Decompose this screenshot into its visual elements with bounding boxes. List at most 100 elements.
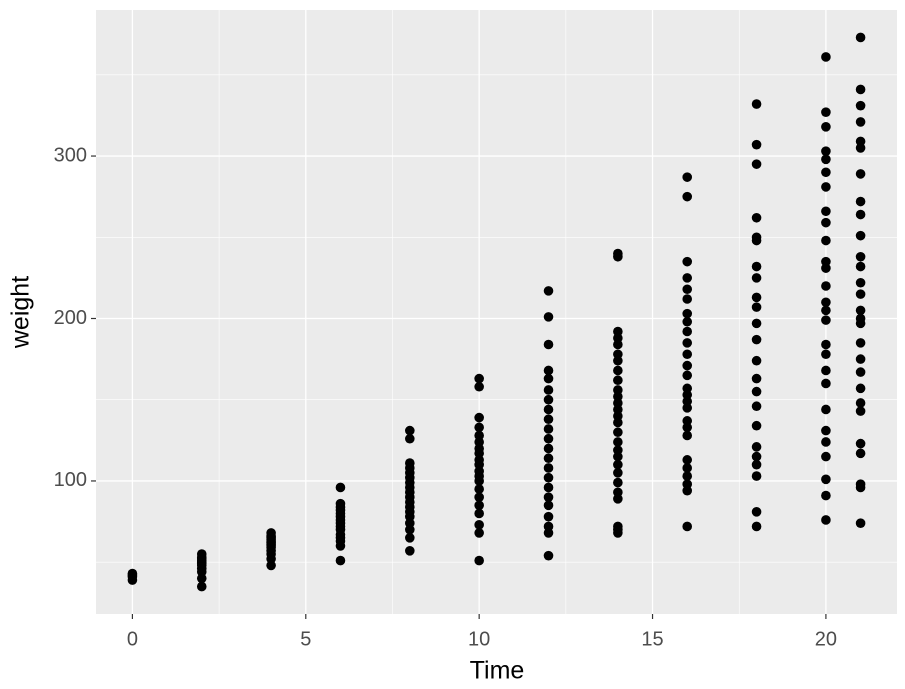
point	[821, 404, 831, 415]
point	[196, 581, 207, 592]
point	[405, 546, 415, 556]
x-tick-label: 0	[127, 628, 138, 650]
point	[543, 404, 554, 415]
point	[543, 339, 554, 350]
point	[682, 294, 693, 304]
point	[613, 385, 623, 395]
point	[751, 373, 762, 384]
point	[613, 468, 623, 478]
point	[474, 422, 484, 433]
point	[751, 442, 762, 452]
point	[682, 521, 693, 532]
point	[751, 451, 762, 462]
point	[855, 354, 866, 364]
point	[682, 326, 693, 337]
point	[682, 284, 693, 295]
point	[751, 212, 762, 223]
point	[543, 521, 554, 532]
point	[543, 500, 554, 511]
point	[821, 107, 831, 117]
point	[855, 383, 866, 394]
point	[682, 463, 693, 473]
x-tick-label: 5	[300, 628, 311, 650]
point	[855, 448, 866, 459]
point	[821, 437, 831, 447]
point	[821, 122, 831, 132]
point	[855, 196, 866, 207]
point	[682, 191, 693, 202]
point	[613, 487, 623, 498]
point	[682, 308, 693, 319]
point	[543, 414, 554, 425]
point	[855, 406, 866, 416]
point	[821, 349, 831, 360]
point	[543, 424, 554, 434]
point	[682, 256, 693, 267]
point	[613, 445, 623, 455]
point	[751, 401, 762, 412]
point	[474, 555, 484, 566]
point	[266, 528, 276, 538]
point	[543, 472, 554, 483]
point	[821, 281, 831, 291]
point	[855, 367, 866, 377]
point	[855, 438, 866, 449]
point	[855, 230, 866, 241]
point	[751, 139, 762, 150]
y-tick-label: 200	[54, 307, 87, 329]
point	[682, 416, 693, 426]
point	[855, 169, 866, 179]
point	[613, 437, 623, 447]
point	[543, 433, 554, 444]
point	[855, 313, 866, 324]
point	[751, 507, 762, 517]
point	[751, 459, 762, 470]
point	[682, 471, 693, 481]
point	[855, 209, 866, 220]
point	[821, 315, 831, 325]
point	[613, 326, 623, 337]
point	[543, 463, 554, 473]
point	[855, 100, 866, 111]
point	[474, 492, 484, 502]
point	[751, 159, 762, 169]
point	[613, 427, 623, 438]
point	[613, 521, 623, 532]
point	[821, 235, 831, 246]
point	[855, 136, 866, 147]
point	[821, 182, 831, 192]
point	[543, 373, 554, 384]
point	[474, 484, 484, 494]
point	[682, 370, 693, 381]
point	[751, 521, 762, 532]
point	[543, 511, 554, 522]
point	[543, 492, 554, 502]
point	[682, 349, 693, 360]
panel	[96, 10, 897, 614]
point	[821, 52, 831, 62]
point	[682, 172, 693, 182]
point	[474, 500, 484, 511]
y-tick-label: 100	[54, 469, 87, 491]
point	[682, 383, 693, 394]
point	[543, 365, 554, 376]
point	[821, 425, 831, 436]
point	[855, 84, 866, 95]
point	[751, 471, 762, 481]
point	[543, 443, 554, 454]
point	[613, 459, 623, 470]
point	[751, 292, 762, 303]
point	[751, 302, 762, 312]
point	[682, 338, 693, 348]
point	[751, 318, 762, 329]
point	[682, 273, 693, 283]
point	[543, 312, 554, 322]
x-tick-label: 10	[468, 628, 490, 650]
point	[682, 430, 693, 441]
point	[821, 451, 831, 462]
x-tick-label: 15	[641, 628, 663, 650]
point	[821, 217, 831, 228]
point	[613, 365, 623, 376]
point	[474, 508, 484, 519]
